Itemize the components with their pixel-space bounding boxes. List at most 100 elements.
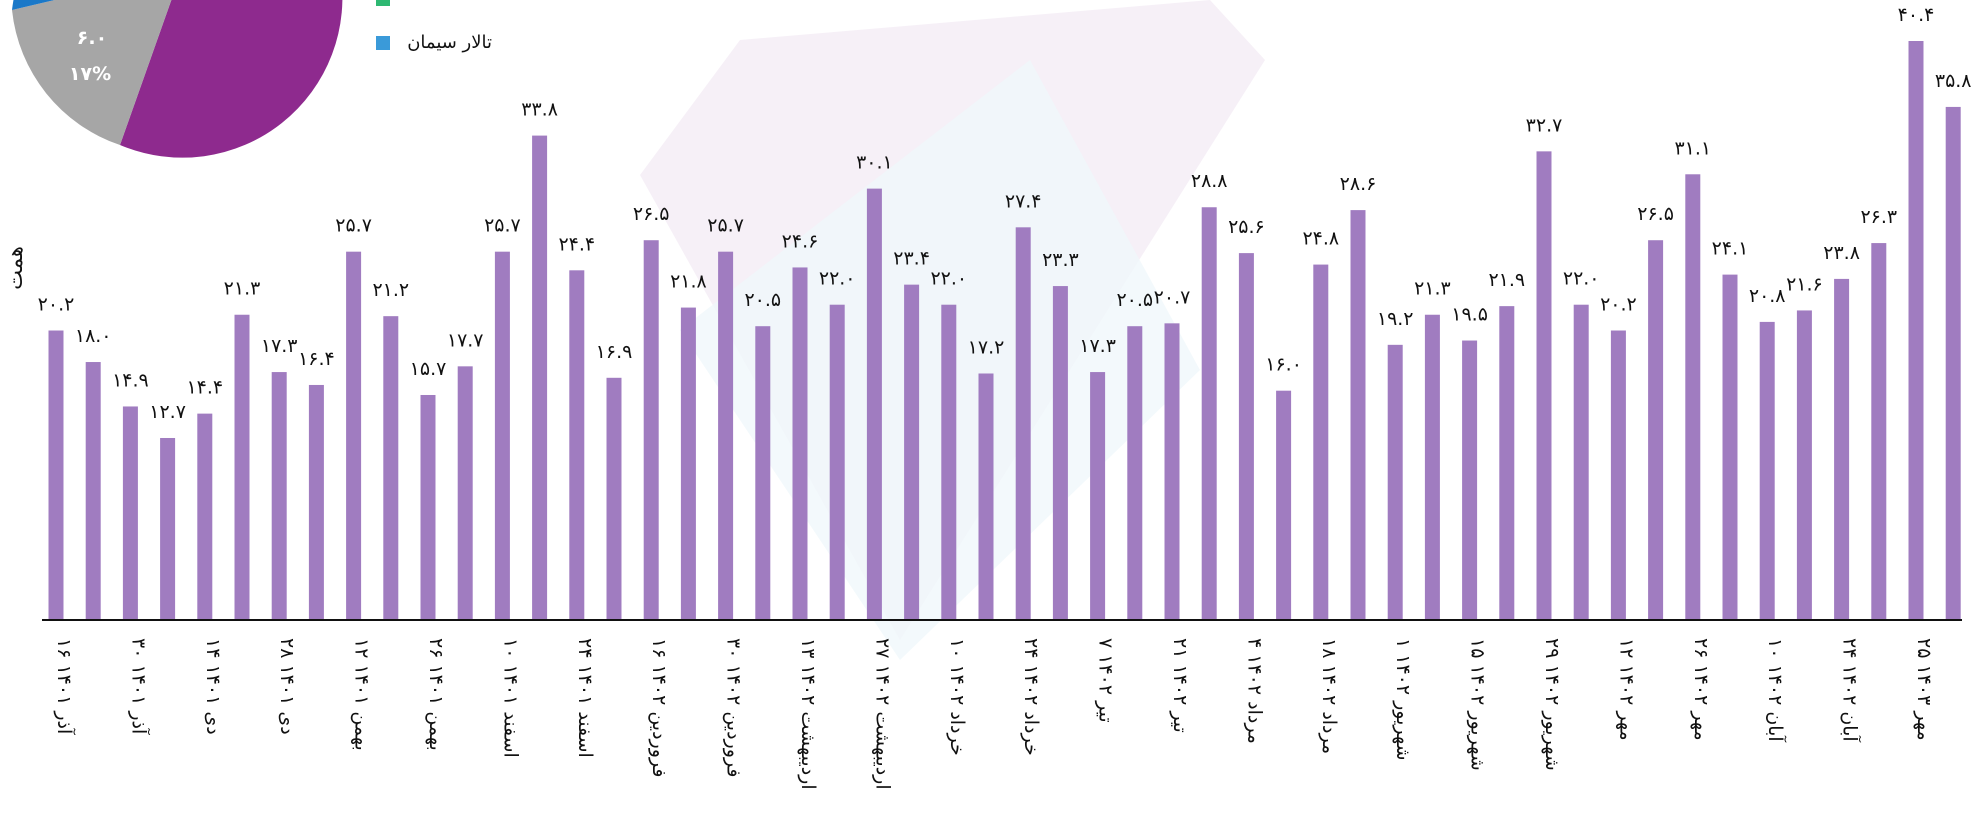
value-label-20: ۲۰.۵ bbox=[744, 289, 781, 311]
value-label-32: ۲۸.۸ bbox=[1191, 170, 1228, 192]
value-label-48: ۲۱.۶ bbox=[1786, 273, 1823, 295]
legend-swatch-partial bbox=[376, 0, 390, 6]
bar-45 bbox=[1685, 174, 1701, 620]
value-label-15: ۲۴.۴ bbox=[558, 233, 595, 255]
legend: تالار سیمان bbox=[376, 0, 492, 53]
bar-19 bbox=[718, 251, 734, 621]
value-label-23: ۳۰.۱ bbox=[856, 152, 893, 174]
bar-22 bbox=[829, 304, 845, 620]
value-label-28: ۲۳.۳ bbox=[1042, 249, 1079, 271]
value-label-36: ۲۸.۶ bbox=[1340, 173, 1377, 195]
value-label-4: ۱۲.۷ bbox=[149, 401, 186, 423]
x-tick-label-3: ۱۴ دی ۱۴۰۱ bbox=[202, 638, 224, 735]
bar-33 bbox=[1238, 253, 1254, 620]
value-label-6: ۲۱.۳ bbox=[224, 278, 261, 300]
value-label-44: ۲۶.۵ bbox=[1637, 203, 1674, 225]
y-axis-label: همت bbox=[3, 246, 27, 290]
x-tick-label-22: ۱۲ مهر ۱۴۰۲ bbox=[1615, 638, 1637, 741]
bar-5 bbox=[197, 413, 213, 620]
x-tick-label-26: ۲۵ مهر ۱۴۰۳ bbox=[1913, 638, 1935, 741]
bar-16 bbox=[606, 377, 622, 620]
x-tick-label-6: ۲۶ بهمن ۱۴۰۱ bbox=[425, 638, 447, 751]
x-tick-label-9: ۱۶ فروردین ۱۴۰۲ bbox=[648, 638, 670, 777]
value-label-29: ۱۷.۳ bbox=[1079, 335, 1116, 357]
bar-1 bbox=[48, 330, 64, 620]
x-tick-label-4: ۲۸ دی ۱۴۰۱ bbox=[276, 638, 298, 735]
value-label-27: ۲۷.۴ bbox=[1005, 190, 1042, 212]
value-labels-group: ۲۰.۲۱۸.۰۱۴.۹۱۲.۷۱۴.۴۲۱.۳۱۷.۳۱۶.۴۲۵.۷۲۱.۲… bbox=[38, 4, 1972, 423]
bar-32 bbox=[1201, 207, 1217, 620]
value-label-42: ۲۲.۰ bbox=[1563, 268, 1600, 290]
bar-48 bbox=[1796, 310, 1812, 620]
value-label-11: ۱۵.۷ bbox=[410, 358, 447, 380]
value-label-7: ۱۷.۳ bbox=[261, 335, 298, 357]
value-label-2: ۱۸.۰ bbox=[75, 325, 112, 347]
bar-3 bbox=[122, 406, 138, 620]
bar-9 bbox=[346, 251, 362, 621]
bar-49 bbox=[1834, 278, 1850, 620]
value-label-52: ۳۵.۸ bbox=[1935, 70, 1972, 92]
bar-52 bbox=[1945, 106, 1961, 621]
bar-44 bbox=[1648, 240, 1664, 621]
value-label-10: ۲۱.۲ bbox=[372, 279, 409, 301]
bar-40 bbox=[1499, 306, 1515, 620]
value-label-25: ۲۲.۰ bbox=[930, 268, 967, 290]
bar-21 bbox=[792, 267, 808, 620]
pie-chart: ۶.۰ ۱۷% bbox=[12, 0, 343, 158]
value-label-45: ۳۱.۱ bbox=[1674, 137, 1711, 159]
bar-38 bbox=[1424, 314, 1440, 620]
x-tick-label-10: ۳۰ فروردین ۱۴۰۲ bbox=[723, 638, 745, 777]
bar-43 bbox=[1610, 330, 1626, 620]
value-label-38: ۲۱.۳ bbox=[1414, 278, 1451, 300]
value-label-9: ۲۵.۷ bbox=[335, 215, 372, 237]
value-label-19: ۲۵.۷ bbox=[707, 215, 744, 237]
value-label-46: ۲۴.۱ bbox=[1712, 238, 1749, 260]
bar-10 bbox=[383, 316, 399, 620]
value-label-22: ۲۲.۰ bbox=[819, 268, 856, 290]
x-tick-label-15: ۷ تیر ۱۴۰۲ bbox=[1095, 638, 1117, 723]
x-tick-label-7: ۱۰ اسفند ۱۴۰۱ bbox=[499, 638, 521, 758]
value-label-18: ۲۱.۸ bbox=[670, 271, 707, 293]
x-tick-label-5: ۱۲ بهمن ۱۴۰۱ bbox=[351, 638, 373, 751]
bar-2 bbox=[85, 362, 101, 620]
value-label-30: ۲۰.۵ bbox=[1116, 289, 1153, 311]
value-label-21: ۲۴.۶ bbox=[782, 230, 819, 252]
x-tick-label-11: ۱۳ اردیبهشت ۱۴۰۲ bbox=[797, 638, 819, 790]
legend-swatch-cement bbox=[376, 36, 390, 50]
bar-31 bbox=[1164, 323, 1180, 620]
bar-24 bbox=[904, 284, 920, 620]
bar-30 bbox=[1127, 326, 1143, 620]
x-tick-label-2: ۳۰ آذر ۱۴۰۱ bbox=[127, 638, 151, 735]
bar-23 bbox=[866, 188, 882, 620]
x-tick-label-8: ۲۴ اسفند ۱۴۰۱ bbox=[574, 638, 596, 758]
value-label-8: ۱۶.۴ bbox=[298, 348, 335, 370]
bar-41 bbox=[1536, 151, 1552, 621]
x-tick-label-24: ۱۰ آبان ۱۴۰۲ bbox=[1764, 638, 1788, 742]
bar-42 bbox=[1573, 304, 1589, 620]
x-tick-label-25: ۲۴ آبان ۱۴۰۲ bbox=[1839, 638, 1863, 742]
value-label-26: ۱۷.۲ bbox=[968, 336, 1005, 358]
bar-18 bbox=[680, 307, 696, 620]
pie-slice-purple bbox=[120, 0, 343, 158]
value-label-34: ۱۶.۰ bbox=[1265, 354, 1302, 376]
bar-17 bbox=[643, 240, 659, 621]
x-tick-label-20: ۱۵ شهریور ۱۴۰۲ bbox=[1467, 638, 1489, 771]
value-label-33: ۲۵.۶ bbox=[1228, 216, 1265, 238]
x-tick-label-17: ۴ مرداد ۱۴۰۲ bbox=[1243, 638, 1265, 744]
value-label-14: ۳۳.۸ bbox=[521, 99, 558, 121]
bar-34 bbox=[1276, 390, 1292, 620]
value-label-16: ۱۶.۹ bbox=[596, 341, 633, 363]
value-label-1: ۲۰.۲ bbox=[38, 294, 75, 316]
value-label-47: ۲۰.۸ bbox=[1749, 285, 1786, 307]
bar-13 bbox=[494, 251, 510, 621]
pie-gray-percent: ۱۷% bbox=[69, 63, 111, 85]
bar-4 bbox=[160, 437, 176, 620]
bar-36 bbox=[1350, 210, 1366, 620]
bar-35 bbox=[1313, 264, 1329, 620]
value-label-35: ۲۴.۸ bbox=[1302, 228, 1339, 250]
bar-15 bbox=[569, 270, 585, 620]
value-label-3: ۱۴.۹ bbox=[112, 369, 149, 391]
bar-12 bbox=[457, 366, 473, 620]
value-label-39: ۱۹.۵ bbox=[1451, 304, 1488, 326]
x-tick-label-14: ۲۴ خرداد ۱۴۰۲ bbox=[1020, 638, 1042, 756]
